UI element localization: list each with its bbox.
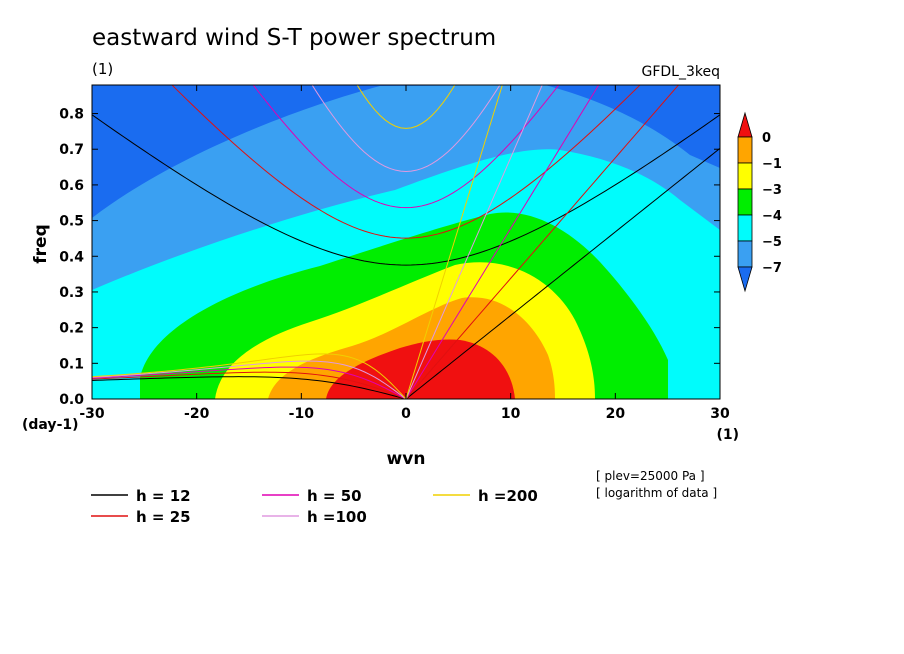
colorbar: 0 −1 −3 −4 −5 −7 — [737, 111, 782, 293]
rossby-curve — [92, 353, 407, 399]
colorbar-arrow-bottom — [737, 266, 753, 293]
fill-level-gt-0 — [326, 339, 515, 399]
rossby-curve — [92, 376, 407, 399]
y-tick-label: 0.0 — [59, 392, 84, 408]
x-tick-label: -10 — [289, 406, 315, 422]
colorbar-swatch-yellow — [737, 162, 753, 190]
gravity-wave-curve — [92, 114, 720, 266]
legend-label-h100: h =100 — [307, 508, 367, 526]
y-tick-label: 0.4 — [59, 249, 84, 265]
y-axis-label: freq — [31, 224, 51, 263]
colorbar-tick-2: −3 — [762, 183, 782, 198]
colorbar-swatch-green — [737, 188, 753, 216]
kelvin-curve — [405, 85, 503, 399]
y-tick-label: 0.1 — [59, 356, 84, 372]
gravity-wave-curve — [356, 85, 456, 129]
x-tick-label: 0 — [401, 406, 411, 422]
gravity-wave-curve — [171, 85, 641, 239]
y-tick-label: 0.3 — [59, 285, 84, 301]
legend-label-h12: h = 12 — [136, 487, 191, 505]
y-tick-label: 0.8 — [59, 107, 84, 123]
y-tick-label: 0.6 — [59, 178, 84, 194]
x-tick-label: 20 — [606, 406, 626, 422]
colorbar-tick-4: −5 — [762, 235, 782, 250]
legend: h = 12 h = 25 h = 50 h =100 h =200 — [91, 487, 538, 526]
legend-label-h200: h =200 — [478, 487, 538, 505]
rossby-curve — [92, 360, 407, 399]
gravity-wave-curve — [252, 85, 560, 209]
x-tick-label: -30 — [79, 406, 105, 422]
y-unit-label: (day-1) — [22, 417, 79, 433]
y-tick-label: 0.2 — [59, 321, 84, 337]
rossby-curve — [92, 371, 407, 399]
y-tick-label: 0.5 — [59, 214, 84, 230]
kelvin-curve — [405, 147, 720, 399]
colorbar-tick-5: −7 — [762, 261, 782, 276]
kelvin-curve — [405, 85, 600, 399]
x-tick-label: 10 — [501, 406, 521, 422]
y-axis: 0.0 0.1 0.2 0.3 0.4 0.5 0.6 0.7 0.8 — [59, 107, 720, 408]
kelvin-curve — [405, 85, 543, 399]
x-axis-label: wvn — [387, 449, 426, 469]
legend-label-h50: h = 50 — [307, 487, 362, 505]
x-tick-label: -20 — [184, 406, 210, 422]
kelvin-curve — [405, 85, 680, 399]
x-axis: -30 -20 -10 0 10 20 30 — [79, 85, 730, 422]
colorbar-arrow-top — [737, 111, 753, 138]
y-tick-label: 0.7 — [59, 142, 84, 158]
note-logarithm: [ logarithm of data ] — [596, 486, 717, 500]
x-unit-label: (1) — [716, 427, 739, 443]
colorbar-swatch-cyan — [737, 214, 753, 242]
colorbar-tick-1: −1 — [762, 157, 782, 172]
colorbar-tick-0: 0 — [762, 131, 771, 146]
x-tick-label: 30 — [710, 406, 730, 422]
chart-subtitle-right: GFDL_3keq — [642, 64, 721, 80]
chart-title: eastward wind S-T power spectrum — [92, 25, 496, 51]
rossby-curve — [92, 366, 407, 399]
colorbar-swatch-orange — [737, 136, 753, 164]
legend-label-h25: h = 25 — [136, 508, 191, 526]
chart-subtitle-left: (1) — [92, 60, 113, 78]
colorbar-tick-3: −4 — [762, 209, 782, 224]
note-plev: [ plev=25000 Pa ] — [596, 469, 705, 483]
colorbar-swatch-lightblue — [737, 240, 753, 268]
dispersion-curves — [92, 85, 720, 399]
contour-fills — [92, 85, 720, 399]
gravity-wave-curve — [311, 85, 501, 172]
